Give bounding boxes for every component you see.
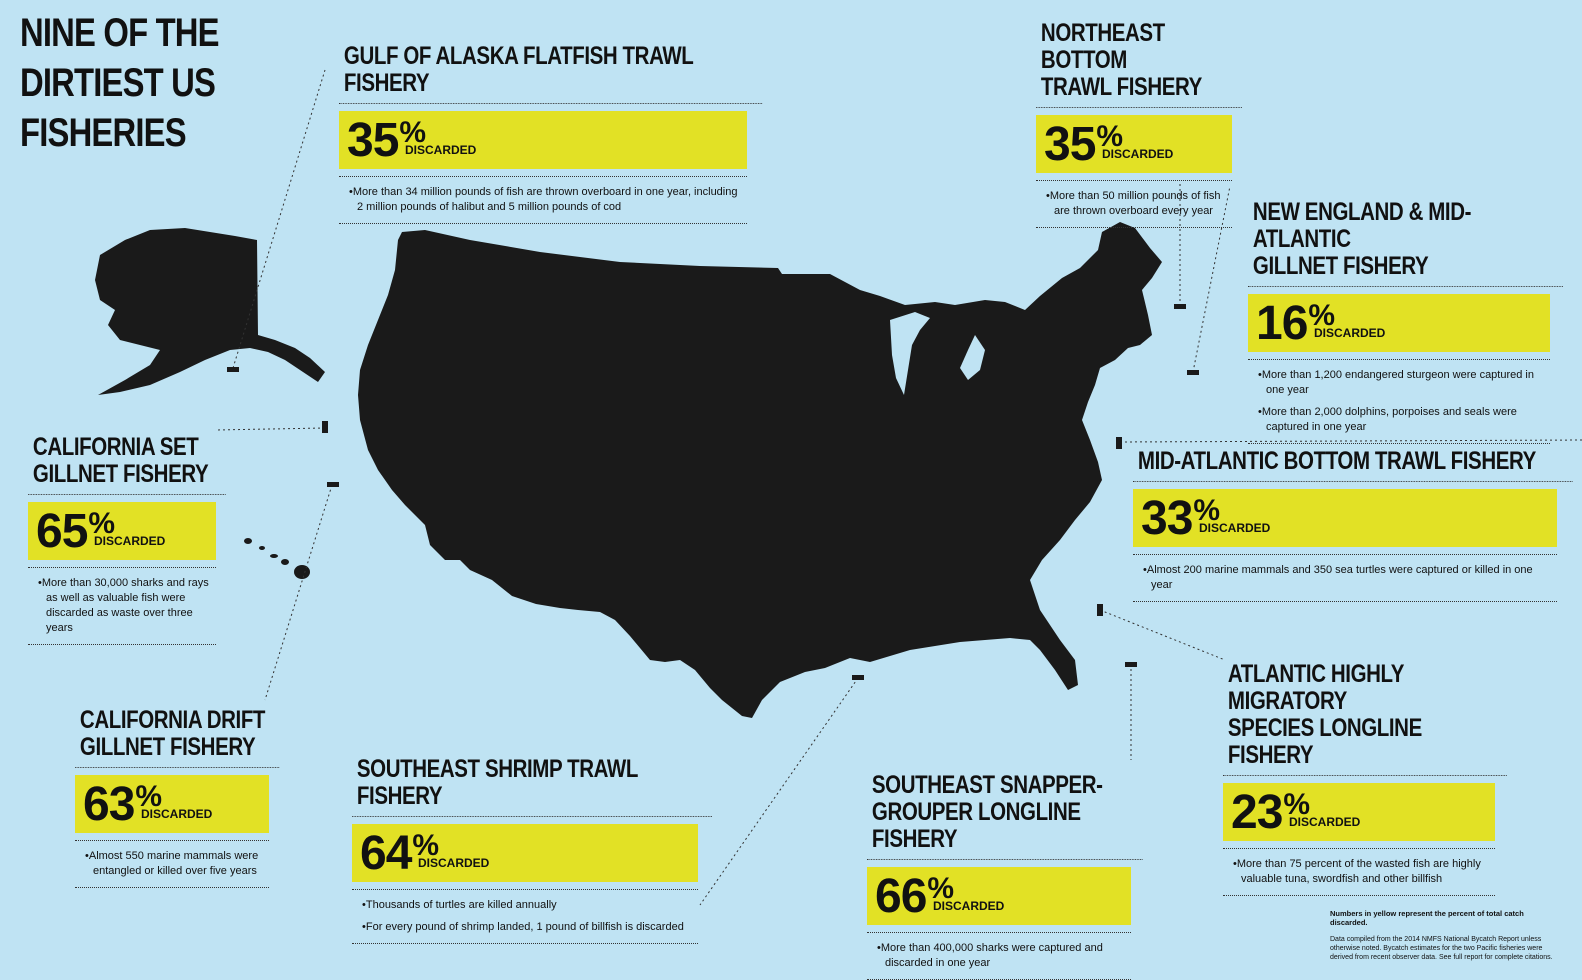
discard-percent: 35%: [347, 114, 426, 167]
fishery-name: NORTHEAST BOTTOM TRAWL FISHERY: [1036, 20, 1242, 108]
note-text: More than 75 percent of the wasted fish …: [1231, 857, 1491, 887]
footnote-bold: Numbers in yellow represent the percent …: [1330, 909, 1524, 927]
fishery-name: NEW ENGLAND & MID-ATLANTIC GILLNET FISHE…: [1248, 199, 1563, 287]
hawaii-island: [294, 565, 310, 579]
fishery-card-new-england-gillnet: NEW ENGLAND & MID-ATLANTIC GILLNET FISHE…: [1248, 199, 1563, 444]
fishery-card-southeast-snapper-grouper: SOUTHEAST SNAPPER- GROUPER LONGLINE FISH…: [867, 772, 1143, 980]
discard-box: 65% DISCARDED: [28, 502, 216, 560]
discard-percent: 63%: [83, 778, 162, 831]
discard-percent: 65%: [36, 505, 115, 558]
fishery-notes: Thousands of turtles are killed annually…: [352, 889, 698, 944]
alaska-shape: [95, 228, 325, 395]
footnote: Numbers in yellow represent the percent …: [1330, 909, 1562, 962]
discard-box: 23% DISCARDED: [1223, 783, 1495, 841]
fishery-card-northeast-bottom-trawl: NORTHEAST BOTTOM TRAWL FISHERY 35% DISCA…: [1036, 20, 1242, 228]
discard-percent: 64%: [360, 827, 439, 880]
fishery-card-gulf-of-alaska: GULF OF ALASKA FLATFISH TRAWL FISHERY 35…: [339, 43, 763, 224]
fishery-notes: More than 1,200 endangered sturgeon were…: [1248, 359, 1550, 444]
page-title: NINE OF THE DIRTIEST US FISHERIES: [20, 11, 220, 155]
fishery-name: SOUTHEAST SHRIMP TRAWL FISHERY: [352, 756, 712, 817]
fishery-notes: More than 400,000 sharks were captured a…: [867, 932, 1131, 980]
note-text: More than 50 million pounds of fish are …: [1044, 189, 1228, 219]
discard-percent: 66%: [875, 870, 954, 923]
fishery-name: CALIFORNIA DRIFT GILLNET FISHERY: [75, 707, 279, 768]
fishery-notes: More than 50 million pounds of fish are …: [1036, 180, 1232, 228]
note-text: For every pound of shrimp landed, 1 poun…: [360, 920, 694, 935]
fishery-notes: More than 75 percent of the wasted fish …: [1223, 848, 1495, 896]
discard-box: 35% DISCARDED: [339, 111, 747, 169]
fishery-notes: More than 30,000 sharks and rays as well…: [28, 567, 216, 645]
note-text: More than 34 million pounds of fish are …: [347, 185, 743, 215]
fishery-name: SOUTHEAST SNAPPER- GROUPER LONGLINE FISH…: [867, 772, 1143, 860]
fishery-card-california-drift-gillnet: CALIFORNIA DRIFT GILLNET FISHERY 63% DIS…: [75, 707, 279, 888]
discarded-label: DISCARDED: [418, 856, 490, 870]
fishery-notes: Almost 200 marine mammals and 350 sea tu…: [1133, 554, 1557, 602]
discarded-label: DISCARDED: [933, 899, 1005, 913]
fishery-name: GULF OF ALASKA FLATFISH TRAWL FISHERY: [339, 43, 763, 104]
discarded-label: DISCARDED: [405, 143, 477, 157]
discarded-label: DISCARDED: [1199, 521, 1271, 535]
fishery-notes: More than 34 million pounds of fish are …: [339, 176, 747, 224]
note-text: Almost 200 marine mammals and 350 sea tu…: [1141, 563, 1553, 593]
discard-box: 63% DISCARDED: [75, 775, 269, 833]
note-text: Thousands of turtles are killed annually: [360, 898, 694, 913]
fishery-card-southeast-shrimp-trawl: SOUTHEAST SHRIMP TRAWL FISHERY 64% DISCA…: [352, 756, 712, 944]
footnote-text: Data compiled from the 2014 NMFS Nationa…: [1330, 936, 1553, 961]
discard-box: 64% DISCARDED: [352, 824, 698, 882]
discard-percent: 33%: [1141, 492, 1220, 545]
discarded-label: DISCARDED: [1102, 147, 1174, 161]
discarded-label: DISCARDED: [1314, 326, 1386, 340]
note-text: More than 1,200 endangered sturgeon were…: [1256, 368, 1546, 398]
discarded-label: DISCARDED: [141, 807, 213, 821]
fishery-name: CALIFORNIA SET GILLNET FISHERY: [28, 434, 226, 495]
fishery-card-california-set-gillnet: CALIFORNIA SET GILLNET FISHERY 65% DISCA…: [28, 434, 226, 645]
discarded-label: DISCARDED: [94, 534, 166, 548]
discard-percent: 35%: [1044, 118, 1123, 171]
note-text: Almost 550 marine mammals were entangled…: [83, 849, 265, 879]
fishery-name: ATLANTIC HIGHLY MIGRATORY SPECIES LONGLI…: [1223, 661, 1507, 776]
contiguous-us-shape: [358, 222, 1162, 718]
note-text: More than 400,000 sharks were captured a…: [875, 941, 1127, 971]
discard-box: 33% DISCARDED: [1133, 489, 1557, 547]
discard-percent: 23%: [1231, 786, 1310, 839]
fishery-name: MID-ATLANTIC BOTTOM TRAWL FISHERY: [1133, 448, 1573, 482]
discard-percent: 16%: [1256, 297, 1335, 350]
note-text: More than 2,000 dolphins, porpoises and …: [1256, 405, 1546, 435]
fishery-card-mid-atlantic-bottom-trawl: MID-ATLANTIC BOTTOM TRAWL FISHERY 33% DI…: [1133, 448, 1573, 602]
discard-box: 16% DISCARDED: [1248, 294, 1550, 352]
note-text: More than 30,000 sharks and rays as well…: [36, 576, 212, 636]
fishery-card-atlantic-highly-migratory: ATLANTIC HIGHLY MIGRATORY SPECIES LONGLI…: [1223, 661, 1507, 896]
fishery-notes: Almost 550 marine mammals were entangled…: [75, 840, 269, 888]
discard-box: 35% DISCARDED: [1036, 115, 1232, 173]
discarded-label: DISCARDED: [1289, 815, 1361, 829]
discard-box: 66% DISCARDED: [867, 867, 1131, 925]
